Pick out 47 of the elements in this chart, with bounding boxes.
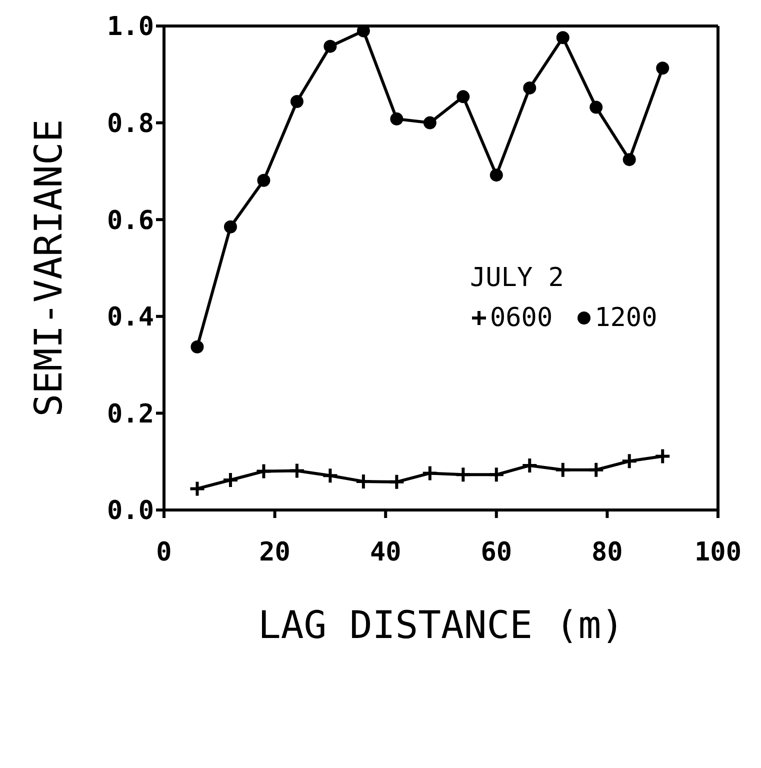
legend-title: JULY 2 [470,262,565,295]
x-tick-label: 100 [694,537,742,568]
point [554,461,572,478]
point [390,112,404,126]
point [488,466,505,484]
point [222,471,239,488]
legend-label: 0600 [490,302,553,335]
point [654,448,672,465]
point [290,95,304,108]
point [521,456,538,474]
y-tick-label: 0.0 [107,496,154,526]
x-tick-label: 0 [156,537,172,568]
point [620,452,638,470]
point [255,462,272,480]
point [454,466,472,484]
point [324,40,337,53]
point [423,116,436,130]
y-tick-label: 0.6 [107,206,154,236]
y-axis-title: SEMI-VARIANCE [26,119,70,417]
point [588,461,605,478]
y-tick-label: 1.0 [107,12,154,42]
point [257,174,270,187]
x-axis-title: LAG DISTANCE (m) [258,603,624,647]
y-tick-label: 0.2 [107,399,154,430]
point [556,31,570,44]
y-tick-label: 0.8 [107,109,154,140]
y-tick-label: 0.4 [107,302,154,333]
point [188,480,206,498]
point [490,168,503,182]
point [388,473,406,490]
point [622,153,636,166]
point [590,100,603,114]
point [354,472,372,490]
legend-label: 1200 [594,302,658,335]
x-tick-label: 40 [370,537,402,568]
x-tick-label: 20 [259,537,290,568]
point [288,462,306,480]
point [656,62,670,75]
point [456,90,470,104]
point [523,81,536,94]
point [190,340,204,354]
point [421,464,438,482]
point [322,467,339,484]
point [224,220,237,234]
x-tick-label: 60 [480,537,512,568]
x-tick-label: 80 [592,537,623,568]
point [356,26,370,38]
